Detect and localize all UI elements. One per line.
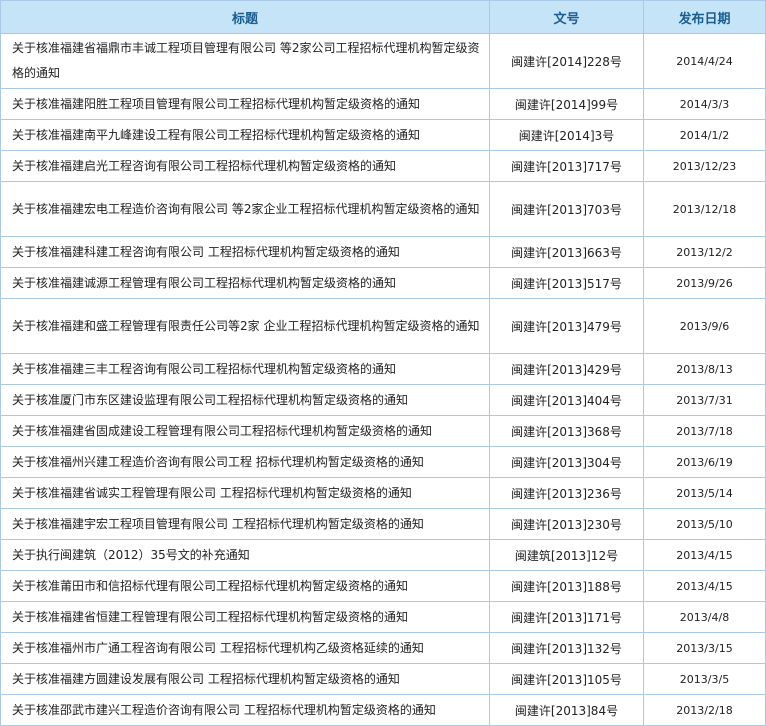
notice-title-link[interactable]: 关于核准厦门市东区建设监理有限公司工程招标代理机构暂定级资格的通知 [0,384,490,416]
doc-number: 闽建筑[2013]12号 [489,539,644,571]
notice-title-link[interactable]: 关于核准福建南平九峰建设工程有限公司工程招标代理机构暂定级资格的通知 [0,119,490,151]
doc-number: 闽建许[2014]228号 [489,33,644,89]
table-row: 关于核准福建和盛工程管理有限责任公司等2家 企业工程招标代理机构暂定级资格的通知… [0,298,766,354]
table-row: 关于核准邵武市建兴工程造价咨询有限公司 工程招标代理机构暂定级资格的通知 闽建许[… [0,694,766,726]
table-row: 关于核准福建宇宏工程项目管理有限公司 工程招标代理机构暂定级资格的通知 闽建许[2… [0,508,766,540]
doc-number: 闽建许[2013]230号 [489,508,644,540]
table-row: 关于核准福州市广通工程咨询有限公司 工程招标代理机构乙级资格延续的通知 闽建许[2… [0,632,766,664]
table-row: 关于核准福建三丰工程咨询有限公司工程招标代理机构暂定级资格的通知 闽建许[2013… [0,353,766,385]
notice-title-link[interactable]: 关于核准福州兴建工程造价咨询有限公司工程 招标代理机构暂定级资格的通知 [0,446,490,478]
table-row: 关于核准福建宏电工程造价咨询有限公司 等2家企业工程招标代理机构暂定级资格的通知… [0,181,766,237]
doc-number: 闽建许[2013]368号 [489,415,644,447]
table-row: 关于核准厦门市东区建设监理有限公司工程招标代理机构暂定级资格的通知 闽建许[201… [0,384,766,416]
doc-number: 闽建许[2013]132号 [489,632,644,664]
publish-date: 2013/3/15 [643,632,766,664]
doc-number: 闽建许[2013]105号 [489,663,644,695]
notice-title-link[interactable]: 关于核准福建诚源工程管理有限公司工程招标代理机构暂定级资格的通知 [0,267,490,299]
notice-title-link[interactable]: 关于执行闽建筑（2012）35号文的补充通知 [0,539,490,571]
publish-date: 2014/4/24 [643,33,766,89]
table-row: 关于核准福建省固成建设工程管理有限公司工程招标代理机构暂定级资格的通知 闽建许[2… [0,415,766,447]
table-row: 关于核准福州兴建工程造价咨询有限公司工程 招标代理机构暂定级资格的通知 闽建许[2… [0,446,766,478]
column-header-doc-no: 文号 [489,0,644,34]
table-row: 关于核准莆田市和信招标代理有限公司工程招标代理机构暂定级资格的通知 闽建许[201… [0,570,766,602]
table-row: 关于核准福建省诚实工程管理有限公司 工程招标代理机构暂定级资格的通知 闽建许[20… [0,477,766,509]
publish-date: 2013/9/6 [643,298,766,354]
notice-title-link[interactable]: 关于核准福建宏电工程造价咨询有限公司 等2家企业工程招标代理机构暂定级资格的通知 [0,181,490,237]
doc-number: 闽建许[2013]188号 [489,570,644,602]
table-row: 关于核准福建省恒建工程管理有限公司工程招标代理机构暂定级资格的通知 闽建许[201… [0,601,766,633]
table-body: 关于核准福建省福鼎市丰诚工程项目管理有限公司 等2家公司工程招标代理机构暂定级资… [0,33,766,726]
table-row: 关于核准福建启光工程咨询有限公司工程招标代理机构暂定级资格的通知 闽建许[2013… [0,150,766,182]
doc-number: 闽建许[2013]479号 [489,298,644,354]
publish-date: 2013/7/31 [643,384,766,416]
notice-title-link[interactable]: 关于核准邵武市建兴工程造价咨询有限公司 工程招标代理机构暂定级资格的通知 [0,694,490,726]
doc-number: 闽建许[2013]717号 [489,150,644,182]
notice-title-link[interactable]: 关于核准莆田市和信招标代理有限公司工程招标代理机构暂定级资格的通知 [0,570,490,602]
publish-date: 2014/3/3 [643,88,766,120]
notice-title-link[interactable]: 关于核准福建省诚实工程管理有限公司 工程招标代理机构暂定级资格的通知 [0,477,490,509]
column-header-date: 发布日期 [643,0,766,34]
table-row: 关于核准福建方圆建设发展有限公司 工程招标代理机构暂定级资格的通知 闽建许[201… [0,663,766,695]
notice-title-link[interactable]: 关于核准福建方圆建设发展有限公司 工程招标代理机构暂定级资格的通知 [0,663,490,695]
table-row: 关于核准福建阳胜工程项目管理有限公司工程招标代理机构暂定级资格的通知 闽建许[20… [0,88,766,120]
doc-number: 闽建许[2013]171号 [489,601,644,633]
doc-number: 闽建许[2013]84号 [489,694,644,726]
doc-number: 闽建许[2013]404号 [489,384,644,416]
publish-date: 2013/12/2 [643,236,766,268]
notice-title-link[interactable]: 关于核准福建阳胜工程项目管理有限公司工程招标代理机构暂定级资格的通知 [0,88,490,120]
notice-title-link[interactable]: 关于核准福建宇宏工程项目管理有限公司 工程招标代理机构暂定级资格的通知 [0,508,490,540]
publish-date: 2013/3/5 [643,663,766,695]
publish-date: 2013/12/23 [643,150,766,182]
doc-number: 闽建许[2014]99号 [489,88,644,120]
notice-title-link[interactable]: 关于核准福建省固成建设工程管理有限公司工程招标代理机构暂定级资格的通知 [0,415,490,447]
table-row: 关于执行闽建筑（2012）35号文的补充通知 闽建筑[2013]12号 2013/4… [0,539,766,571]
doc-number: 闽建许[2014]3号 [489,119,644,151]
doc-number: 闽建许[2013]517号 [489,267,644,299]
publish-date: 2013/2/18 [643,694,766,726]
doc-number: 闽建许[2013]236号 [489,477,644,509]
notice-title-link[interactable]: 关于核准福建启光工程咨询有限公司工程招标代理机构暂定级资格的通知 [0,150,490,182]
notice-title-link[interactable]: 关于核准福建省恒建工程管理有限公司工程招标代理机构暂定级资格的通知 [0,601,490,633]
publish-date: 2014/1/2 [643,119,766,151]
doc-number: 闽建许[2013]304号 [489,446,644,478]
notice-title-link[interactable]: 关于核准福建和盛工程管理有限责任公司等2家 企业工程招标代理机构暂定级资格的通知 [0,298,490,354]
publish-date: 2013/7/18 [643,415,766,447]
table-header-row: 标题 文号 发布日期 [0,0,766,34]
publish-date: 2013/12/18 [643,181,766,237]
table-row: 关于核准福建科建工程咨询有限公司 工程招标代理机构暂定级资格的通知 闽建许[201… [0,236,766,268]
publish-date: 2013/4/15 [643,539,766,571]
doc-number: 闽建许[2013]703号 [489,181,644,237]
notice-title-link[interactable]: 关于核准福建科建工程咨询有限公司 工程招标代理机构暂定级资格的通知 [0,236,490,268]
doc-number: 闽建许[2013]429号 [489,353,644,385]
publish-date: 2013/5/10 [643,508,766,540]
notice-title-link[interactable]: 关于核准福州市广通工程咨询有限公司 工程招标代理机构乙级资格延续的通知 [0,632,490,664]
publish-date: 2013/4/8 [643,601,766,633]
notice-title-link[interactable]: 关于核准福建三丰工程咨询有限公司工程招标代理机构暂定级资格的通知 [0,353,490,385]
table-row: 关于核准福建南平九峰建设工程有限公司工程招标代理机构暂定级资格的通知 闽建许[20… [0,119,766,151]
publish-date: 2013/8/13 [643,353,766,385]
table-row: 关于核准福建诚源工程管理有限公司工程招标代理机构暂定级资格的通知 闽建许[2013… [0,267,766,299]
publish-date: 2013/6/19 [643,446,766,478]
table-row: 关于核准福建省福鼎市丰诚工程项目管理有限公司 等2家公司工程招标代理机构暂定级资… [0,33,766,89]
publish-date: 2013/5/14 [643,477,766,509]
column-header-title: 标题 [0,0,490,34]
publish-date: 2013/4/15 [643,570,766,602]
notice-title-link[interactable]: 关于核准福建省福鼎市丰诚工程项目管理有限公司 等2家公司工程招标代理机构暂定级资… [0,33,490,89]
publish-date: 2013/9/26 [643,267,766,299]
doc-number: 闽建许[2013]663号 [489,236,644,268]
